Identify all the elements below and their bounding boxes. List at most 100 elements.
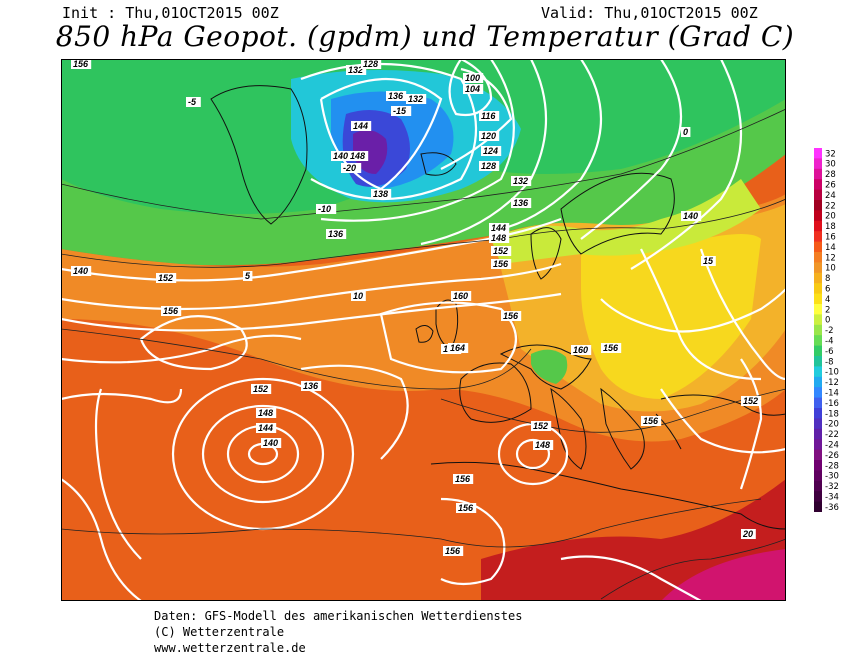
legend-color-swatch (814, 220, 822, 232)
temperature-label-box (341, 163, 362, 173)
geopotential-label-box (443, 546, 464, 556)
legend-color-swatch (814, 501, 822, 512)
temperature-label-box (391, 106, 412, 116)
geopotential-label: 128 (363, 59, 378, 69)
geopotential-label: 160 (573, 345, 588, 355)
legend-color-swatch (814, 272, 822, 284)
geopotential-label-box (71, 59, 92, 69)
legend-value-label: 12 (825, 253, 836, 263)
geopotential-label-box (406, 94, 427, 104)
geopotential-label-box (571, 345, 592, 355)
legend-color-swatch (814, 408, 822, 419)
geopotential-label-box (489, 223, 510, 233)
legend-color-swatch (814, 366, 822, 378)
temperature-label-box (351, 291, 366, 301)
geopotential-label: 132 (348, 65, 363, 75)
legend-value-label: -10 (825, 368, 839, 378)
geopotential-label: 144 (258, 423, 273, 433)
geopotential-label: 156 (493, 259, 509, 269)
temperature-label: -10 (318, 204, 331, 214)
legend-color-swatch (814, 200, 822, 211)
geopotential-label-box (448, 343, 469, 353)
website-link[interactable]: www.wetterzentrale.de (154, 641, 306, 655)
data-source-text: Daten: GFS-Modell des amerikanischen Wet… (154, 609, 523, 623)
geopotential-label: 148 (491, 233, 506, 243)
legend-color-swatch (814, 356, 822, 367)
geopotential-label-box (741, 396, 762, 406)
legend-color-swatch (814, 283, 822, 294)
temperature-label: 5 (245, 271, 251, 281)
geopotential-label-box (456, 503, 477, 513)
geopotential-label: 156 (458, 503, 474, 513)
geopotential-label-box (326, 229, 347, 239)
geopotential-label: 132 (513, 176, 528, 186)
legend-value-label: 2 (825, 305, 830, 315)
legend-color-swatch (814, 428, 822, 440)
legend-value-label: -24 (825, 441, 839, 451)
legend-value-label: 30 (825, 160, 836, 170)
legend-value-label: 6 (825, 285, 830, 295)
legend-value-label: 10 (825, 264, 836, 274)
geopotential-label: 160 (453, 291, 468, 301)
temperature-label: -20 (343, 163, 356, 173)
geopotential-label: 132 (408, 94, 423, 104)
legend-value-label: -12 (825, 378, 839, 388)
legend-color-swatch (814, 460, 822, 471)
legend-color-swatch (814, 252, 822, 263)
legend-color-swatch (814, 345, 822, 357)
legend-value-label: 20 (825, 212, 836, 222)
legend-color-swatch (814, 335, 822, 346)
geopotential-label-box (156, 273, 177, 283)
geopotential-label: 100 (465, 73, 480, 83)
legend-value-label: -32 (825, 482, 839, 492)
geopotential-label-box (256, 408, 277, 418)
geopotential-label: 156 (455, 474, 471, 484)
temperature-label: 15 (703, 256, 714, 266)
legend-value-label: -16 (825, 399, 839, 409)
legend-value-label: -6 (825, 347, 833, 357)
geopotential-label-box (489, 233, 510, 243)
geopotential-label-box (71, 266, 92, 276)
legend-value-label: 4 (825, 295, 830, 305)
init-time-label: Init : Thu,01OCT2015 00Z (62, 4, 279, 22)
geopotential-label: 152 (533, 421, 548, 431)
geopotential-label: 124 (483, 146, 498, 156)
legend-value-label: -4 (825, 337, 833, 347)
geopotential-label: 148 (535, 440, 550, 450)
geopotential-label-box (533, 440, 554, 450)
legend-value-label: 32 (825, 149, 836, 159)
legend-value-label: 22 (825, 201, 836, 211)
legend-color-swatch (814, 314, 822, 326)
geopotential-label-box (463, 84, 484, 94)
coastlines (210, 85, 786, 530)
geopotential-label-box (511, 176, 532, 186)
legend-value-label: -26 (825, 451, 839, 461)
geopotential-label-box (261, 438, 282, 448)
geopotential-label-box (479, 131, 500, 141)
geopotential-label-box (371, 189, 392, 199)
geopotential-label-box (331, 151, 352, 161)
geopotential-label-box (491, 246, 512, 256)
geopotential-label: 148 (258, 408, 273, 418)
geopotential-label: 156 (445, 546, 461, 556)
geopotential-label-box (453, 474, 474, 484)
legend-color-swatch (814, 387, 822, 398)
legend-color-swatch (814, 470, 822, 482)
legend-color-swatch (814, 376, 822, 388)
legend-value-label: 8 (825, 274, 830, 284)
legend-value-label: -28 (825, 461, 839, 471)
geopotential-label: 136 (513, 198, 529, 208)
valid-time-label: Valid: Thu,01OCT2015 00Z (541, 4, 758, 22)
legend-color-swatch (814, 304, 822, 315)
geopotential-label: 156 (163, 306, 179, 316)
legend-value-label: -22 (825, 430, 839, 440)
geopotential-label-box (451, 291, 472, 301)
geopotential-label: 128 (481, 161, 496, 171)
legend-color-swatch (814, 210, 822, 222)
legend-value-label: 18 (825, 222, 836, 232)
geopotential-label: 148 (350, 151, 365, 161)
legend-color-swatch (814, 168, 822, 180)
legend-value-label: 26 (825, 181, 836, 191)
